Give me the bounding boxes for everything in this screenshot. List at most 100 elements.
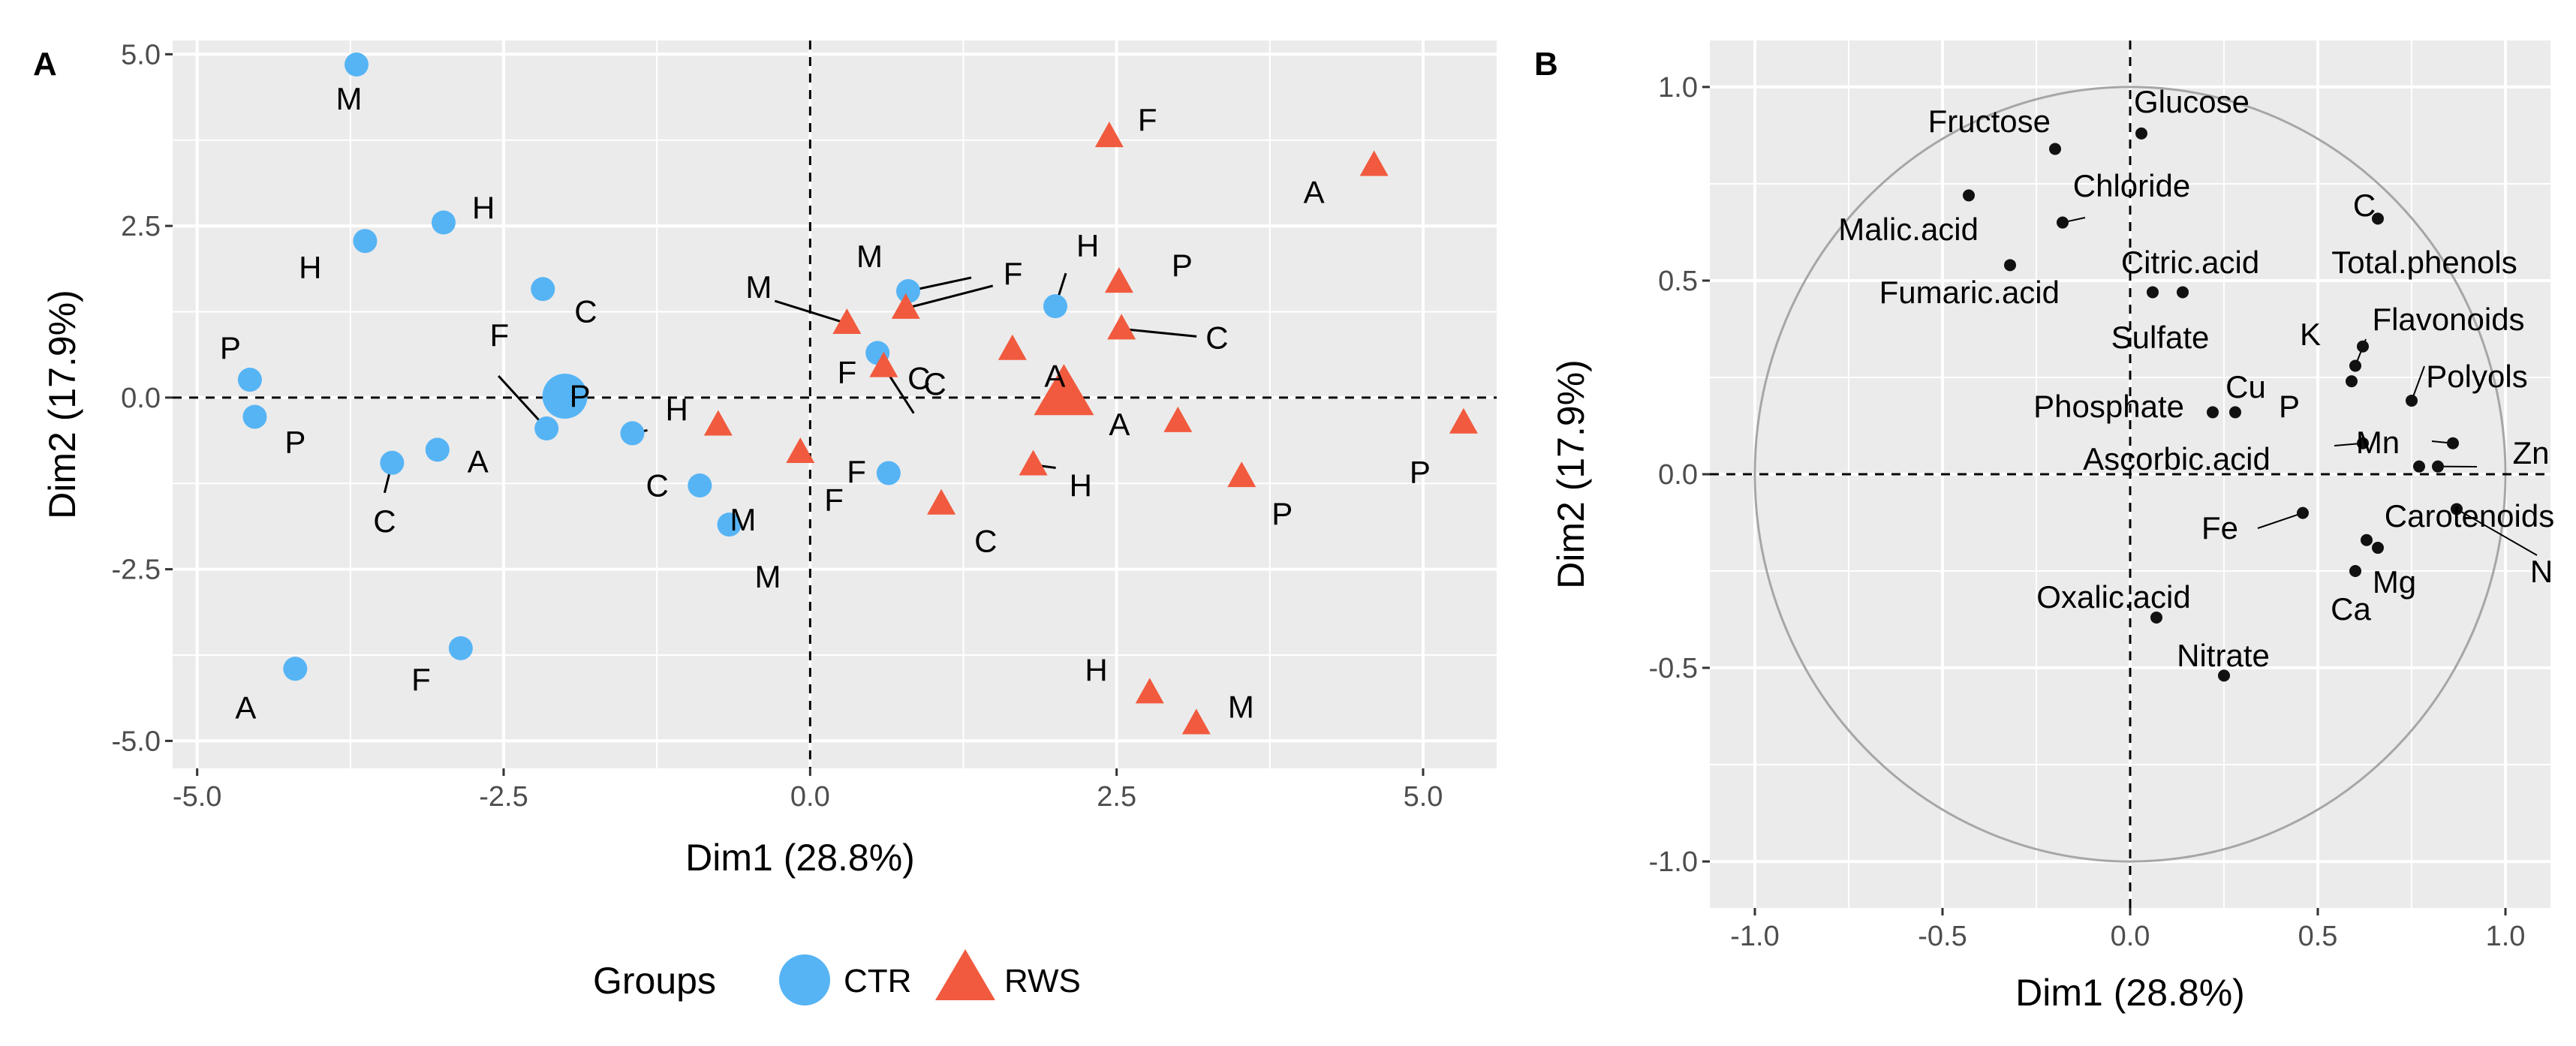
point-label-p: P — [284, 424, 305, 459]
variable-point-malic-acid — [1963, 189, 1975, 202]
variable-label-k: K — [2300, 317, 2321, 352]
y-tick-label: 5.0 — [121, 39, 161, 71]
legend-ctr-label: CTR — [844, 963, 911, 999]
panel-b-reference-lines — [1710, 41, 2550, 908]
panel-b-y-axis-label: Dim2 (17.9%) — [1550, 359, 1592, 589]
point-label-p: P — [1271, 496, 1293, 531]
x-tick-label: -2.5 — [479, 781, 528, 813]
variable-label-citric-acid: Citric.acid — [2121, 245, 2259, 280]
point-label-f: F — [824, 482, 844, 518]
point-label-a: A — [1044, 358, 1065, 393]
rws-point-p — [1449, 407, 1478, 434]
y-tick-label: -1.0 — [1649, 846, 1698, 878]
point-label-m: M — [336, 81, 363, 116]
legend-rws-label: RWS — [1004, 963, 1081, 999]
ctr-point-h — [1043, 294, 1067, 319]
variable-label-glucose: Glucose — [2134, 84, 2249, 119]
ctr-point-p — [242, 404, 267, 429]
point-label-m: M — [1228, 690, 1254, 725]
x-tick-label: 2.5 — [1097, 781, 1136, 813]
panel-b-letter: B — [1534, 46, 1558, 83]
panel-a-background — [173, 41, 1497, 768]
variable-label-mg: Mg — [2373, 564, 2416, 600]
rws-point-h — [1135, 678, 1164, 704]
variable-point-carotenoids — [2361, 534, 2373, 546]
rws-point-m — [832, 308, 862, 335]
variable-label-nitrate: Nitrate — [2177, 638, 2270, 673]
variable-point-ca — [2349, 565, 2361, 578]
variable-label-mn: Mn — [2356, 425, 2400, 460]
variable-label-ca: Ca — [2331, 591, 2371, 627]
ctr-point-c — [531, 277, 555, 302]
variable-point-fumaric-acid — [2004, 259, 2016, 272]
point-label-a: A — [1304, 175, 1325, 210]
rws-point-h — [1019, 449, 1048, 476]
rws-point-c — [998, 334, 1027, 360]
variable-label-fumaric-acid: Fumaric.acid — [1879, 275, 2060, 310]
point-label-c: C — [646, 467, 669, 503]
variable-label-c: C — [2353, 188, 2376, 223]
ctr-point-p — [237, 368, 262, 392]
point-label-c: C — [907, 360, 930, 395]
rws-point-m — [1181, 708, 1211, 735]
y-tick-label: 0.5 — [1658, 266, 1698, 297]
rws-point-h — [703, 410, 733, 436]
variable-point-sulfate — [2177, 286, 2189, 299]
variable-point-n — [2451, 503, 2463, 515]
leader-line — [2257, 512, 2304, 529]
rws-point-p — [1227, 461, 1256, 488]
variable-point-citric-acid — [2147, 286, 2159, 299]
point-label-c: C — [574, 293, 597, 329]
x-tick-label: -1.0 — [1730, 921, 1779, 952]
point-label-f: F — [490, 317, 510, 353]
variable-label-polyols: Polyols — [2426, 359, 2527, 394]
point-label-a: A — [1109, 407, 1130, 442]
legend-ctr-marker — [779, 954, 830, 1005]
point-label-p: P — [1410, 455, 1431, 490]
panel-a-y-axis-label: Dim2 (17.9%) — [41, 290, 83, 519]
rws-point-c — [927, 488, 956, 515]
rws-point-a — [1359, 150, 1389, 176]
variable-label-p: P — [2279, 389, 2300, 424]
point-label-c: C — [1205, 320, 1228, 355]
variable-point-mn — [2413, 460, 2425, 473]
variable-label-malic-acid: Malic.acid — [1838, 212, 1979, 247]
point-label-m: M — [856, 239, 883, 274]
variable-point-oxalic-acid — [2150, 611, 2162, 624]
y-tick-label: -5.0 — [112, 726, 161, 757]
variable-label-ascorbic-acid: Ascorbic.acid — [2083, 441, 2271, 476]
variable-point-polyols — [2447, 437, 2459, 449]
variable-label-chloride: Chloride — [2073, 168, 2190, 203]
ctr-point-f — [448, 636, 473, 660]
variable-point-flavonoids — [2406, 394, 2418, 407]
ctr-point-c — [380, 450, 405, 475]
ctr-point-f — [876, 461, 901, 485]
variable-point-mg — [2372, 542, 2384, 555]
rws-point-f — [786, 437, 815, 464]
y-tick-label: 1.0 — [1658, 72, 1698, 104]
variable-point-p — [2346, 375, 2358, 388]
x-tick-label: 0.5 — [2298, 921, 2338, 952]
variable-point-fe — [2297, 506, 2309, 519]
variable-label-carotenoids: Carotenoids — [2385, 498, 2554, 534]
point-label-f: F — [847, 454, 866, 489]
panel-a-x-axis-label: Dim1 (28.8%) — [685, 837, 915, 879]
y-tick-label: 0.0 — [121, 383, 161, 414]
y-tick-label: 2.5 — [121, 211, 161, 242]
ctr-centroid — [542, 374, 588, 419]
variable-label-fructose: Fructose — [1928, 104, 2051, 139]
panel-b-marks — [1963, 127, 2463, 682]
point-label-p: P — [570, 378, 591, 413]
variable-point-nitrate — [2218, 669, 2230, 682]
point-label-c: C — [923, 366, 946, 401]
panel-b-ticks: -1.0 -0.5 0.0 0.5 1.0 1.0 0.5 0.0 -0.5 -1.0 — [1649, 72, 2526, 952]
point-label-h: H — [1076, 228, 1099, 263]
rws-point-p — [1104, 267, 1133, 293]
point-label-c: C — [974, 524, 997, 559]
leader-line — [1121, 327, 1197, 338]
x-tick-label: -5.0 — [173, 781, 221, 813]
point-label-h: H — [472, 191, 495, 226]
point-label-f: F — [1138, 102, 1157, 137]
